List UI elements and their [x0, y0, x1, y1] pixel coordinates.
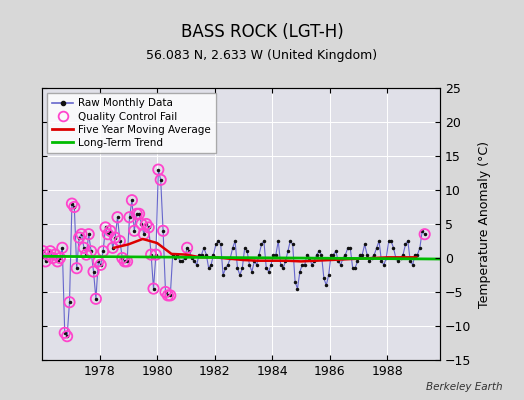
Point	[161, 289, 170, 295]
Text: Berkeley Earth: Berkeley Earth	[427, 382, 503, 392]
Point	[53, 258, 62, 265]
Point	[142, 221, 150, 227]
Point	[87, 248, 95, 254]
Point	[101, 224, 110, 230]
Y-axis label: Temperature Anomaly (°C): Temperature Anomaly (°C)	[478, 140, 492, 308]
Point	[104, 231, 112, 237]
Legend: Raw Monthly Data, Quality Control Fail, Five Year Moving Average, Long-Term Tren: Raw Monthly Data, Quality Control Fail, …	[47, 93, 216, 153]
Point	[123, 258, 132, 265]
Point	[128, 197, 136, 203]
Point	[154, 166, 162, 173]
Point	[63, 333, 71, 339]
Point	[108, 244, 117, 251]
Point	[75, 234, 83, 241]
Point	[51, 251, 59, 258]
Point	[39, 248, 47, 254]
Point	[96, 262, 105, 268]
Point	[68, 200, 76, 207]
Point	[56, 255, 64, 261]
Point	[116, 238, 124, 244]
Point	[92, 296, 100, 302]
Point	[145, 224, 153, 230]
Point	[113, 214, 122, 220]
Point	[147, 251, 155, 258]
Point	[58, 244, 67, 251]
Point	[41, 258, 50, 265]
Point	[43, 251, 52, 258]
Text: BASS ROCK (LGT-H): BASS ROCK (LGT-H)	[181, 23, 343, 41]
Point	[140, 231, 148, 237]
Point	[80, 244, 88, 251]
Point	[157, 177, 165, 183]
Point	[78, 231, 86, 237]
Point	[111, 234, 119, 241]
Point	[49, 255, 57, 261]
Point	[159, 228, 167, 234]
Point	[99, 248, 107, 254]
Point	[133, 210, 141, 217]
Point	[72, 265, 81, 271]
Point	[61, 330, 69, 336]
Point	[84, 231, 93, 237]
Point	[89, 268, 97, 275]
Point	[94, 258, 103, 265]
Point	[106, 228, 115, 234]
Point	[70, 204, 79, 210]
Point	[135, 210, 143, 217]
Point	[118, 255, 126, 261]
Point	[46, 248, 54, 254]
Point	[137, 221, 146, 227]
Point	[166, 292, 174, 298]
Point	[125, 214, 134, 220]
Point	[420, 231, 429, 237]
Point	[130, 228, 138, 234]
Point	[121, 258, 129, 265]
Text: 56.083 N, 2.633 W (United Kingdom): 56.083 N, 2.633 W (United Kingdom)	[146, 50, 378, 62]
Point	[66, 299, 74, 306]
Point	[82, 251, 91, 258]
Point	[183, 244, 191, 251]
Point	[149, 286, 158, 292]
Point	[163, 292, 172, 298]
Point	[152, 251, 160, 258]
